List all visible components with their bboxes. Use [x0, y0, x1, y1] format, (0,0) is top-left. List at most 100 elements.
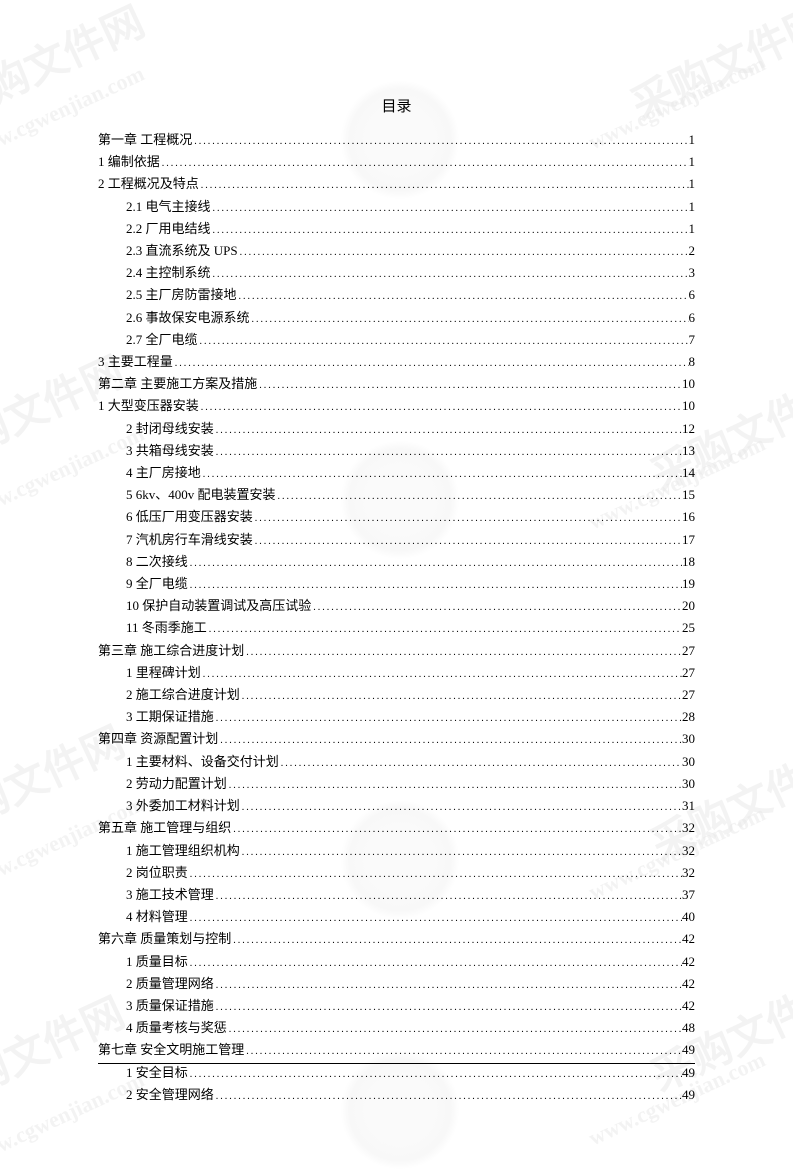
toc-dots: [214, 419, 682, 441]
toc-label: 1 安全目标: [126, 1063, 188, 1083]
toc-dots: [188, 552, 682, 574]
toc-dots: [201, 463, 682, 485]
toc-dots: [231, 818, 682, 840]
toc-entry: 3 工期保证措施28: [98, 707, 695, 729]
toc-entry: 1 大型变压器安装10: [98, 396, 695, 418]
toc-label: 4 主厂房接地: [126, 463, 201, 483]
toc-dots: [188, 1063, 682, 1085]
toc-entry: 3 质量保证措施42: [98, 996, 695, 1018]
toc-entry: 4 材料管理40: [98, 907, 695, 929]
toc-dots: [188, 863, 682, 885]
toc-dots: [199, 396, 682, 418]
toc-page: 3: [689, 263, 696, 283]
toc-page: 1: [689, 130, 696, 150]
toc-label: 2.3 直流系统及 UPS: [126, 241, 238, 261]
toc-dots: [201, 663, 682, 685]
toc-dots: [214, 1085, 682, 1107]
toc-page: 49: [682, 1085, 695, 1105]
toc-label: 1 里程碑计划: [126, 663, 201, 683]
toc-dots: [279, 752, 682, 774]
toc-entry: 1 质量目标42: [98, 952, 695, 974]
toc-label: 11 冬雨季施工: [126, 618, 207, 638]
toc-title: 目录: [98, 95, 695, 116]
toc-label: 3 外委加工材料计划: [126, 796, 240, 816]
toc-dots: [188, 574, 682, 596]
toc-page: 27: [682, 663, 695, 683]
toc-label: 1 编制依据: [98, 152, 160, 172]
toc-page: 48: [682, 1018, 695, 1038]
toc-dots: [192, 130, 688, 152]
toc-entry: 第三章 施工综合进度计划27: [98, 641, 695, 663]
toc-dots: [211, 197, 689, 219]
toc-entry: 1 安全目标 49: [98, 1063, 695, 1085]
toc-label: 2.7 全厂电缆: [126, 330, 198, 350]
toc-page: 25: [682, 618, 695, 638]
toc-label: 2 施工综合进度计划: [126, 685, 240, 705]
toc-label: 4 质量考核与奖惩: [126, 1018, 227, 1038]
toc-dots: [218, 729, 682, 751]
toc-label: 2 工程概况及特点: [98, 174, 199, 194]
toc-page: 10: [682, 396, 695, 416]
toc-dots: [160, 152, 689, 174]
toc-entry: 第四章 资源配置计划30: [98, 729, 695, 751]
toc-entry: 10 保护自动装置调试及高压试验20: [98, 596, 695, 618]
toc-entry: 2 工程概况及特点1: [98, 174, 695, 196]
toc-label: 2 安全管理网络: [126, 1085, 214, 1105]
toc-entry: 4 主厂房接地 14: [98, 463, 695, 485]
toc-page: 6: [689, 285, 696, 305]
toc-entry: 3 主要工程量8: [98, 352, 695, 374]
toc-dots: [207, 618, 682, 640]
toc-label: 4 材料管理: [126, 907, 188, 927]
toc-page: 49: [682, 1063, 695, 1083]
toc-entry: 1 编制依据 1: [98, 152, 695, 174]
toc-dots: [253, 507, 682, 529]
page-content: 目录 第一章 工程概况11 编制依据12 工程概况及特点12.1 电气主接线12…: [0, 0, 793, 1167]
toc-entry: 6 低压厂用变压器安装16: [98, 507, 695, 529]
toc-dots: [198, 330, 689, 352]
toc-page: 1: [689, 197, 696, 217]
toc-label: 3 质量保证措施: [126, 996, 214, 1016]
toc-label: 第三章 施工综合进度计划: [98, 641, 244, 661]
toc-entry: 2.1 电气主接线1: [98, 197, 695, 219]
toc-dots: [211, 263, 689, 285]
toc-label: 第七章 安全文明施工管理: [98, 1040, 244, 1060]
toc-entry: 2.4 主控制系统3: [98, 263, 695, 285]
toc-label: 第五章 施工管理与组织: [98, 818, 231, 838]
toc-page: 2: [689, 241, 696, 261]
toc-page: 32: [682, 841, 695, 861]
toc-dots: [244, 641, 682, 663]
toc-page: 1: [689, 152, 696, 172]
toc-label: 3 共箱母线安装: [126, 441, 214, 461]
toc-page: 30: [682, 752, 695, 772]
toc-dots: [173, 352, 689, 374]
toc-page: 19: [682, 574, 695, 594]
toc-entry: 9 全厂电缆19: [98, 574, 695, 596]
toc-label: 2.2 厂用电结线: [126, 219, 211, 239]
toc-dots: [250, 308, 689, 330]
toc-page: 12: [682, 419, 695, 439]
toc-label: 第二章 主要施工方案及措施: [98, 374, 257, 394]
toc-entry: 8 二次接线18: [98, 552, 695, 574]
toc-dots: [188, 907, 682, 929]
toc-label: 5 6kv、400v 配电装置安装: [126, 485, 276, 505]
toc-page: 14: [682, 463, 695, 483]
toc-label: 1 主要材料、设备交付计划: [126, 752, 279, 772]
toc-page: 31: [682, 796, 695, 816]
toc-entry: 1 主要材料、设备交付计划 30: [98, 752, 695, 774]
toc-page: 20: [682, 596, 695, 616]
toc-page: 10: [682, 374, 695, 394]
toc-page: 15: [682, 485, 695, 505]
toc-page: 1: [689, 219, 696, 239]
toc-page: 17: [682, 530, 695, 550]
toc-dots: [214, 996, 682, 1018]
toc-label: 7 汽机房行车滑线安装: [126, 530, 253, 550]
toc-entry: 11 冬雨季施工 25: [98, 618, 695, 640]
toc-entry: 3 施工技术管理37: [98, 885, 695, 907]
toc-page: 30: [682, 774, 695, 794]
toc-label: 第六章 质量策划与控制: [98, 929, 231, 949]
toc-dots: [240, 841, 682, 863]
toc-label: 3 施工技术管理: [126, 885, 214, 905]
toc-dots: [257, 374, 682, 396]
toc-entry: 2 劳动力配置计划30: [98, 774, 695, 796]
toc-entry: 2 岗位职责32: [98, 863, 695, 885]
